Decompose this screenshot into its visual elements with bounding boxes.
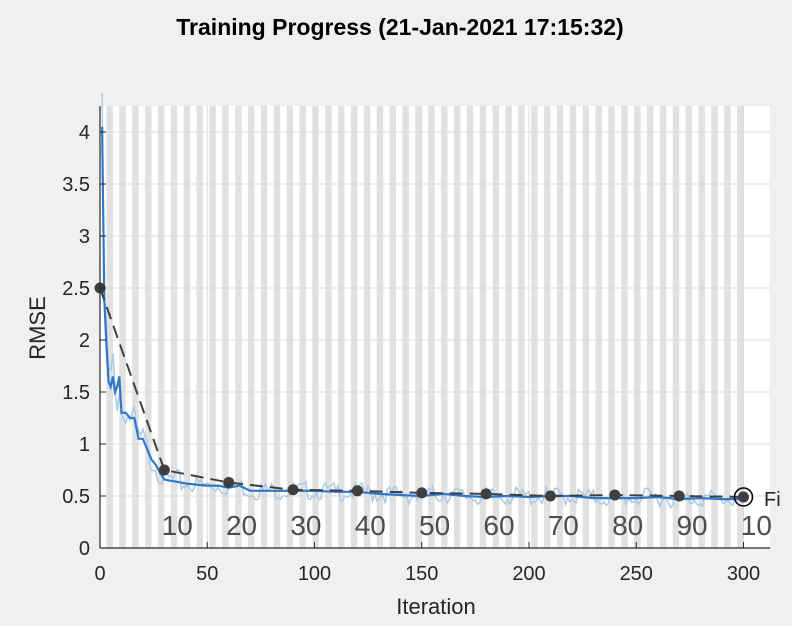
epoch-band: [170, 106, 178, 548]
epoch-band: [724, 106, 731, 548]
epoch-band: [685, 106, 693, 548]
epoch-band: [402, 106, 409, 548]
epoch-band: [312, 106, 319, 548]
epoch-band: [338, 106, 345, 548]
final-marker-label: Fi: [764, 489, 781, 511]
validation-point: [351, 485, 363, 497]
epoch-label: 10: [741, 510, 772, 541]
epoch-band: [492, 106, 499, 548]
validation-point: [416, 487, 428, 499]
epoch-band: [479, 106, 487, 548]
epoch-label: 60: [483, 510, 514, 541]
y-tick-label: 2: [79, 330, 90, 352]
y-tick-label: 3.5: [62, 174, 90, 196]
y-tick-label: 1.5: [62, 382, 90, 404]
epoch-label: 10: [162, 510, 193, 541]
epoch-labels: 10 20 30 40 50 60 70 80 90 10: [162, 510, 772, 541]
epoch-band: [659, 106, 667, 548]
chart-title: Training Progress (21-Jan-2021 17:15:32): [176, 14, 624, 40]
epoch-band: [376, 106, 384, 548]
epoch-bands: [106, 106, 744, 548]
y-tick-label: 2.5: [62, 278, 90, 300]
x-axis-title: Iteration: [396, 594, 476, 619]
y-tick-label: 3: [79, 226, 90, 248]
epoch-band: [608, 106, 615, 548]
y-tick-label: 0: [79, 538, 90, 560]
epoch-band: [531, 106, 538, 548]
epoch-band: [595, 106, 602, 548]
validation-point: [158, 464, 170, 476]
y-tick-label: 0.5: [62, 486, 90, 508]
epoch-band: [209, 106, 216, 548]
validation-rmse: [94, 282, 754, 507]
epoch-band: [544, 106, 551, 548]
validation-point: [223, 476, 235, 488]
epoch-band: [441, 106, 448, 548]
epoch-band: [157, 106, 165, 548]
epoch-band: [711, 106, 718, 548]
epoch-label: 20: [226, 510, 257, 541]
final-marker-ring: [733, 487, 754, 507]
epoch-band: [582, 106, 590, 548]
epoch-band: [299, 106, 306, 548]
epoch-band: [248, 106, 255, 548]
epoch-band: [415, 106, 422, 548]
x-tick-label: 150: [405, 563, 438, 585]
epoch-band: [286, 106, 294, 548]
epoch-band: [145, 106, 152, 548]
epoch-band: [698, 106, 705, 548]
epoch-band: [518, 106, 525, 548]
epoch-band: [556, 106, 564, 548]
y-tick-label: 1: [79, 434, 90, 456]
epoch-band: [428, 106, 435, 548]
validation-point: [738, 491, 749, 503]
validation-point: [544, 490, 556, 502]
epoch-band: [119, 106, 126, 548]
epoch-band: [621, 106, 628, 548]
x-tick-label: 0: [94, 563, 105, 585]
epoch-band: [196, 106, 203, 548]
epoch-label: 50: [419, 510, 450, 541]
epoch-band: [569, 106, 577, 548]
x-tick-label: 50: [196, 563, 218, 585]
epoch-band: [235, 106, 242, 548]
epoch-band: [634, 106, 641, 548]
epoch-band: [363, 106, 371, 548]
validation-point: [287, 484, 299, 496]
epoch-band: [273, 106, 281, 548]
epoch-band: [222, 106, 229, 548]
epoch-band: [132, 106, 139, 548]
epoch-label: 40: [355, 510, 386, 541]
epoch-band: [672, 106, 680, 548]
y-tick-label: 4: [79, 122, 90, 144]
validation-point: [609, 489, 621, 501]
epoch-label: 80: [612, 510, 643, 541]
epoch-band: [260, 106, 268, 548]
axes: 00.511.522.533.540 50 100 150 200 250 300: [62, 106, 770, 585]
validation-point: [480, 488, 492, 500]
epoch-label: 90: [676, 510, 707, 541]
epoch-band: [183, 106, 191, 548]
epoch-label: 30: [290, 510, 321, 541]
epoch-band: [505, 106, 512, 548]
epoch-band: [737, 106, 744, 548]
epoch-band: [646, 106, 654, 548]
epoch-band: [350, 106, 358, 548]
epoch-label: 70: [548, 510, 579, 541]
x-tick-label: 250: [620, 563, 653, 585]
x-tick-label: 100: [298, 563, 331, 585]
y-axis-title: RMSE: [25, 296, 50, 360]
epoch-band: [389, 106, 397, 548]
epoch-band: [325, 106, 332, 548]
x-tick-label: 300: [727, 563, 760, 585]
validation-point: [673, 490, 685, 502]
epoch-band: [466, 106, 474, 548]
x-tick-label: 200: [512, 563, 545, 585]
epoch-band: [106, 106, 113, 548]
epoch-band: [453, 106, 461, 548]
